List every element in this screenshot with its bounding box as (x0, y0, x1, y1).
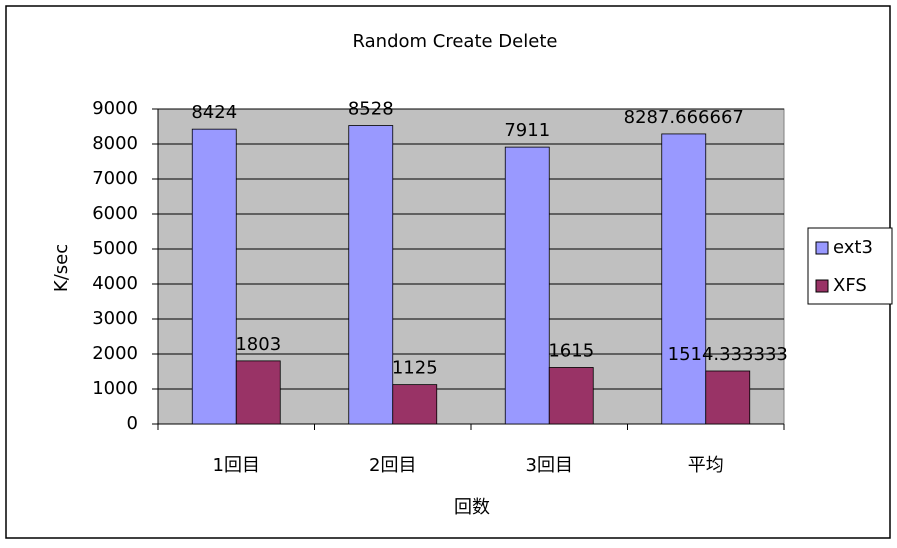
y-tick-label: 3000 (92, 308, 138, 329)
legend-label: XFS (833, 275, 867, 296)
y-tick-label: 2000 (92, 343, 138, 364)
value-label: 7911 (504, 120, 550, 141)
bar (661, 133, 707, 425)
value-label: 8287.666667 (624, 107, 744, 128)
legend-swatch (815, 279, 829, 293)
x-tick-label: 3回目 (526, 455, 573, 476)
value-label: 8528 (348, 99, 394, 120)
y-tick-label: 4000 (92, 273, 138, 294)
bar (191, 128, 237, 425)
bar (392, 384, 438, 425)
value-label: 1615 (548, 340, 594, 361)
x-tick-label: 1回目 (213, 455, 260, 476)
y-tick-label: 9000 (92, 98, 138, 119)
y-axis-label: K/sec (51, 244, 72, 292)
bar (705, 370, 751, 425)
bar (504, 146, 550, 425)
legend-swatch (815, 241, 829, 255)
y-tick-label: 8000 (92, 133, 138, 154)
y-tick-label: 1000 (92, 378, 138, 399)
y-tick-label: 7000 (92, 168, 138, 189)
bar (348, 125, 394, 425)
value-label: 1125 (392, 358, 438, 379)
value-label: 1803 (235, 334, 281, 355)
y-tick-label: 6000 (92, 203, 138, 224)
x-axis-label: 回数 (454, 497, 490, 518)
legend-label: ext3 (833, 237, 873, 258)
value-label: 8424 (191, 102, 237, 123)
y-tick-label: 0 (127, 413, 138, 434)
bar (548, 367, 594, 425)
bar (235, 360, 281, 425)
value-label: 1514.333333 (668, 344, 788, 365)
x-tick-label: 平均 (688, 455, 724, 476)
chart-title: Random Create Delete (353, 31, 558, 52)
y-tick-label: 5000 (92, 238, 138, 259)
x-tick-label: 2回目 (369, 455, 416, 476)
